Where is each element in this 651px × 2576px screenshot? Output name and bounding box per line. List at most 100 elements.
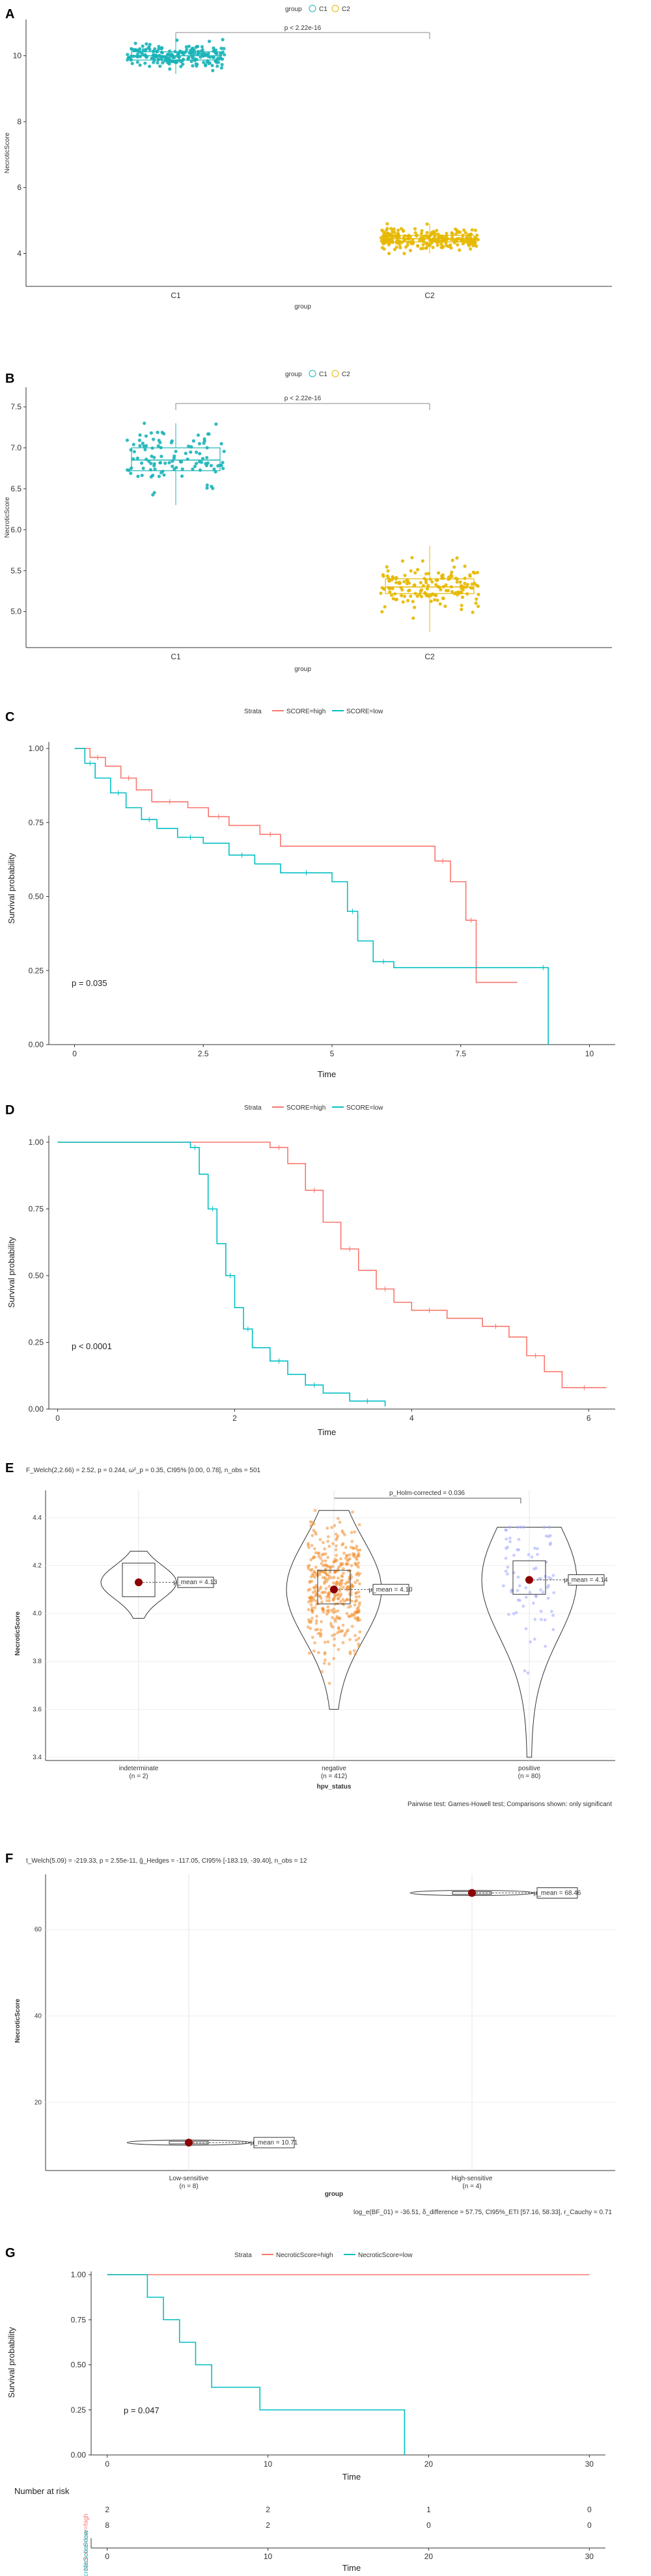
data-point (345, 1598, 349, 1601)
data-point (523, 1669, 527, 1673)
data-point (519, 1526, 523, 1529)
data-point (356, 1619, 360, 1623)
data-point (132, 443, 135, 446)
data-point (126, 468, 130, 472)
data-point (126, 58, 130, 62)
data-point (316, 1651, 320, 1654)
data-point (335, 1538, 338, 1542)
data-point (313, 1576, 316, 1579)
y-tick-label: 0.25 (29, 1338, 44, 1347)
data-point (350, 1539, 354, 1543)
data-point (336, 1516, 340, 1520)
data-point (353, 1530, 357, 1534)
data-point (409, 569, 413, 573)
data-point (219, 442, 223, 446)
data-point (551, 1574, 555, 1577)
data-point (397, 235, 401, 239)
data-point (307, 1588, 310, 1592)
data-point (425, 230, 429, 235)
data-point (320, 1600, 324, 1604)
data-point (324, 1570, 327, 1574)
data-point (314, 1619, 318, 1623)
x-tick-label: 5 (330, 1049, 335, 1058)
data-point (353, 1616, 357, 1620)
data-point (221, 38, 225, 42)
legend-label-low: SCORE=low (346, 1104, 383, 1112)
data-point (335, 1615, 339, 1619)
data-point (309, 1598, 312, 1602)
data-point (434, 578, 438, 582)
panel-label: D (5, 1103, 14, 1117)
data-point (314, 1602, 318, 1606)
x-tick-label: 0 (72, 1049, 77, 1058)
data-point (185, 48, 189, 51)
data-point (314, 1565, 318, 1569)
stats-header: F_Welch(2,2.66) = 2.52, p = 0.244, ω²_p … (26, 1467, 261, 1474)
legend-label-c2: C2 (342, 371, 350, 378)
data-point (452, 565, 456, 569)
data-point (158, 441, 162, 445)
x-tick-label: 0 (105, 2460, 109, 2469)
y-tick-label: 0.50 (29, 1271, 44, 1280)
data-point (174, 465, 178, 470)
data-point (333, 1524, 337, 1528)
y-axis-label: NecroticScore (4, 497, 11, 538)
data-point (198, 468, 202, 472)
survival-curve-high (74, 748, 518, 983)
data-point (214, 422, 218, 426)
p-value: p < 0.0001 (72, 1341, 112, 1351)
data-point (323, 1563, 327, 1567)
data-point (465, 582, 469, 586)
x-tick-label: High-sensitive (452, 2175, 493, 2182)
p-value: p < 2.22e-16 (284, 395, 322, 402)
data-point (418, 238, 422, 243)
mean-box (177, 1576, 214, 1588)
data-point (317, 1554, 321, 1558)
tick-labels: 0.00 0.25 0.50 0.75 1.00 0 2.5 5 7.5 10 (29, 744, 594, 1058)
data-point (441, 245, 445, 249)
data-point (313, 1509, 317, 1513)
data-point (307, 1542, 310, 1546)
data-point (357, 1603, 361, 1607)
data-point (141, 48, 145, 52)
data-point (217, 61, 221, 64)
data-marks (126, 37, 480, 256)
data-point (327, 1662, 331, 1665)
data-point (208, 55, 212, 59)
data-point (429, 599, 433, 603)
data-point (449, 246, 453, 250)
data-point (353, 1561, 357, 1565)
data-point (357, 1636, 361, 1640)
data-point (341, 1641, 345, 1645)
y-tick-label: 6.0 (10, 525, 21, 534)
data-point (455, 556, 459, 560)
survival-curve-high (57, 1142, 607, 1388)
data-point (327, 1596, 331, 1600)
data-point (463, 576, 467, 581)
data-point (141, 441, 145, 445)
data-point (341, 1598, 345, 1602)
risk-value: 1 (426, 2505, 431, 2514)
data-point (408, 588, 411, 592)
legend-label-high: SCORE=high (286, 708, 326, 715)
data-point (309, 1558, 313, 1561)
data-point (161, 469, 165, 473)
data-point (205, 486, 209, 490)
data-point (400, 588, 404, 592)
data-point (326, 1535, 330, 1539)
legend-title: Strata (244, 1104, 262, 1112)
data-point (318, 1634, 322, 1638)
data-point (402, 229, 406, 233)
data-point (319, 1596, 323, 1600)
y-tick-label: 0.50 (71, 2361, 87, 2370)
data-point (456, 243, 460, 247)
data-point (323, 1652, 327, 1656)
data-point (314, 1532, 318, 1536)
data-point (161, 61, 165, 65)
data-point (355, 1638, 358, 1642)
data-point (205, 483, 209, 487)
data-point (157, 44, 161, 49)
mean-box (568, 1574, 605, 1586)
data-point (205, 456, 209, 459)
data-point (338, 1617, 342, 1621)
